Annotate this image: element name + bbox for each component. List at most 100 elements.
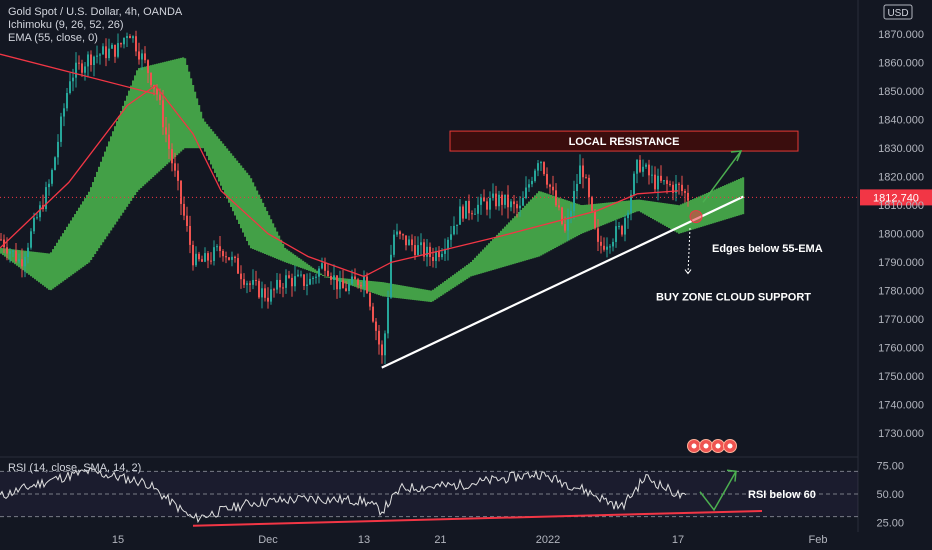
ichimoku-cloud-slice [198, 105, 201, 149]
ichimoku-cloud-slice [158, 63, 161, 172]
candle-body [438, 251, 440, 258]
ichimoku-cloud-slice [646, 200, 649, 216]
candle-body [546, 174, 548, 185]
ichimoku-cloud-slice [460, 269, 463, 283]
ichimoku-cloud-slice [454, 273, 457, 287]
candle-body [375, 321, 377, 331]
ichimoku-cloud-slice [94, 176, 97, 255]
ichimoku-cloud-slice [8, 248, 11, 260]
ichimoku-cloud-slice [280, 239, 283, 261]
drawn-descending-line[interactable] [0, 53, 156, 95]
ichimoku-cloud-slice [160, 62, 163, 170]
ichimoku-cloud-slice [730, 182, 733, 218]
candle-body [414, 245, 416, 256]
candle-body [603, 245, 605, 250]
ichimoku-cloud-slice [638, 199, 641, 212]
candle-body [291, 277, 293, 287]
ichimoku-cloud-slice [540, 191, 543, 256]
candle-body [543, 162, 545, 175]
candle-body [138, 51, 140, 60]
candle-body [177, 170, 179, 181]
candle-body [189, 225, 191, 245]
ichimoku-cloud-slice [582, 205, 585, 234]
ichimoku-cloud-slice [138, 68, 141, 190]
ichimoku-cloud-slice [568, 200, 571, 241]
legend-symbol[interactable]: Gold Spot / U.S. Dollar, 4h, OANDA [8, 6, 183, 18]
ichimoku-cloud-slice [358, 279, 361, 289]
candle-body [357, 279, 359, 285]
ichimoku-cloud-slice [124, 100, 127, 210]
candle-body [261, 288, 263, 298]
ichimoku-cloud-slice [260, 198, 263, 253]
candle-body [441, 253, 443, 258]
ichimoku-cloud-slice [456, 272, 459, 286]
local-resistance-box[interactable] [449, 130, 799, 152]
ema-55-line[interactable] [0, 84, 679, 278]
candle-body [654, 174, 656, 190]
candle-body [657, 175, 659, 190]
candle-body [564, 224, 566, 231]
candle-body [240, 273, 242, 280]
ichimoku-cloud-slice [140, 67, 143, 188]
currency-badge[interactable] [883, 4, 913, 20]
rsi-support-line[interactable] [192, 510, 763, 527]
ascending-trendline[interactable] [381, 195, 744, 369]
ichimoku-cloud-slice [286, 249, 289, 263]
ichimoku-cloud-slice [148, 65, 151, 181]
rsi-tick-label: 75.00 [876, 461, 904, 473]
buy-zone-marker[interactable] [689, 210, 703, 224]
ichimoku-cloud-slice [410, 287, 413, 300]
candle-body [552, 186, 554, 191]
ichimoku-cloud-slice [416, 288, 419, 301]
ichimoku-cloud-slice [736, 179, 739, 216]
ichimoku-cloud-slice [258, 194, 261, 252]
ichimoku-cloud-slice [240, 165, 243, 229]
candle-body [408, 239, 410, 246]
candle-body [522, 197, 524, 206]
ichimoku-cloud-slice [710, 191, 713, 224]
ichimoku-cloud-slice [506, 224, 509, 266]
ichimoku-cloud-slice [136, 70, 139, 193]
ichimoku-cloud-slice [598, 203, 601, 227]
candle-body [453, 225, 455, 235]
price-tick-label: 1780.000 [878, 286, 924, 298]
legend-ichimoku[interactable]: Ichimoku (9, 26, 52, 26) [8, 19, 124, 31]
candle-body [570, 210, 572, 217]
ichimoku-cloud-slice [522, 207, 525, 262]
time-tick-label: 13 [358, 534, 370, 546]
ichimoku-cloud-slice [388, 283, 391, 298]
ichimoku-cloud-slice [2, 248, 5, 256]
ichimoku-cloud-slice [512, 218, 515, 265]
ichimoku-cloud-slice [488, 243, 491, 272]
ichimoku-cloud-slice [652, 201, 655, 220]
legend-ema[interactable]: EMA (55, close, 0) [8, 32, 98, 44]
time-tick-label: 17 [672, 534, 684, 546]
ichimoku-cloud-slice [154, 64, 157, 176]
ichimoku-cloud-slice [230, 153, 233, 207]
candle-body [432, 256, 434, 261]
candle-body [90, 54, 92, 65]
ichimoku-cloud-slice [116, 121, 119, 222]
rsi-check-arrow[interactable] [699, 470, 737, 512]
ichimoku-cloud-slice [54, 245, 57, 288]
candle-body [294, 276, 296, 287]
ichimoku-cloud-slice [496, 234, 499, 269]
ichimoku-cloud-slice [722, 186, 725, 221]
ichimoku-cloud-slice [222, 143, 225, 190]
last-price-badge[interactable] [860, 189, 932, 206]
rsi-legend[interactable]: RSI (14, close, SMA, 14, 2) [8, 462, 142, 474]
ichimoku-cloud-slice [306, 263, 309, 271]
projection-arrow[interactable] [702, 150, 742, 203]
candle-body [327, 270, 329, 277]
ichimoku-cloud-slice [242, 167, 245, 233]
ichimoku-cloud-slice [196, 98, 199, 149]
candle-body [675, 183, 677, 193]
candle-body [63, 108, 65, 117]
ichimoku-cloud-slice [224, 145, 227, 195]
price-tick-label: 1730.000 [878, 428, 924, 440]
candle-body [426, 246, 428, 257]
rsi-line[interactable] [0, 466, 687, 524]
ichimoku-cloud-slice [250, 178, 253, 249]
candle-body [585, 177, 587, 179]
